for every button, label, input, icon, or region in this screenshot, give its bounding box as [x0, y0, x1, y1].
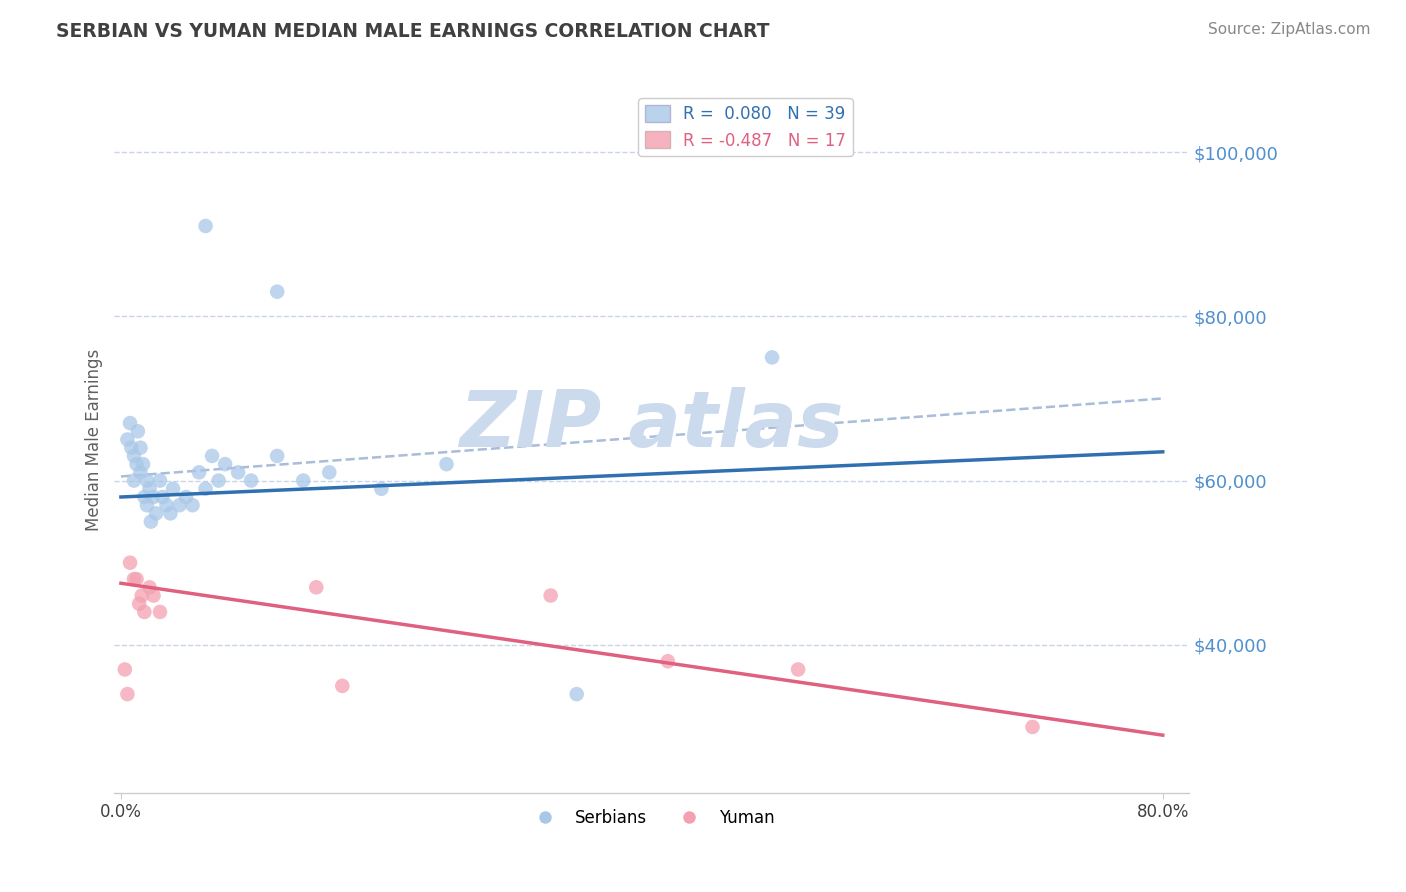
Point: [142, 589, 165, 603]
Point: [114, 663, 136, 677]
Point: [125, 457, 148, 471]
Point: [118, 416, 141, 430]
Point: [226, 466, 249, 480]
Point: [117, 687, 139, 701]
Point: [207, 474, 229, 488]
Point: [118, 556, 141, 570]
Point: [136, 498, 159, 512]
Text: ZIP atlas: ZIP atlas: [460, 387, 844, 463]
Point: [240, 474, 263, 488]
Point: [127, 425, 149, 439]
Point: [162, 482, 184, 496]
Point: [142, 490, 165, 504]
Point: [540, 589, 562, 603]
Point: [657, 654, 679, 668]
Point: [122, 449, 145, 463]
Point: [132, 457, 155, 471]
Point: [1021, 720, 1043, 734]
Point: [128, 597, 150, 611]
Point: [152, 490, 174, 504]
Point: [129, 466, 152, 480]
Point: [159, 507, 181, 521]
Point: [565, 687, 588, 701]
Text: Source: ZipAtlas.com: Source: ZipAtlas.com: [1208, 22, 1371, 37]
Point: [125, 572, 148, 586]
Point: [122, 572, 145, 586]
Point: [266, 285, 288, 299]
Point: [120, 441, 142, 455]
Point: [149, 474, 172, 488]
Point: [194, 482, 217, 496]
Point: [787, 663, 810, 677]
Point: [122, 474, 145, 488]
Point: [305, 580, 328, 594]
Point: [436, 457, 458, 471]
Point: [292, 474, 315, 488]
Point: [134, 605, 156, 619]
Point: [330, 679, 353, 693]
Point: [136, 474, 159, 488]
Point: [134, 490, 156, 504]
Point: [145, 507, 167, 521]
Point: [194, 219, 217, 233]
Point: [761, 351, 783, 365]
Point: [318, 466, 340, 480]
Point: [266, 449, 288, 463]
Legend: Serbians, Yuman: Serbians, Yuman: [522, 803, 782, 834]
Point: [169, 498, 191, 512]
Point: [155, 498, 177, 512]
Text: SERBIAN VS YUMAN MEDIAN MALE EARNINGS CORRELATION CHART: SERBIAN VS YUMAN MEDIAN MALE EARNINGS CO…: [56, 22, 769, 41]
Point: [138, 482, 160, 496]
Point: [129, 441, 152, 455]
Point: [370, 482, 392, 496]
Point: [214, 457, 236, 471]
Point: [139, 515, 162, 529]
Point: [149, 605, 172, 619]
Point: [117, 433, 139, 447]
Point: [131, 589, 153, 603]
Point: [201, 449, 224, 463]
Point: [138, 580, 160, 594]
Point: [188, 466, 211, 480]
Y-axis label: Median Male Earnings: Median Male Earnings: [86, 349, 103, 531]
Point: [174, 490, 197, 504]
Point: [181, 498, 204, 512]
